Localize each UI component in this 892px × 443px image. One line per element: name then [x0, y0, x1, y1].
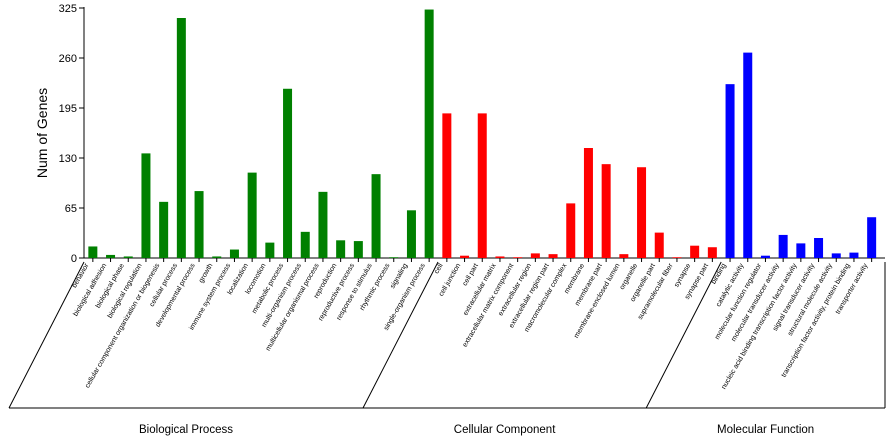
group-left-edge	[8, 261, 85, 409]
bar	[672, 257, 682, 259]
bar	[707, 247, 717, 258]
bar	[460, 255, 470, 258]
y-tick-label: 130	[59, 153, 77, 165]
bar	[229, 249, 239, 258]
bar	[548, 254, 558, 258]
category-label: cell part	[462, 262, 480, 287]
bar	[176, 18, 186, 258]
bar	[831, 253, 841, 258]
bar	[566, 203, 576, 258]
bar	[760, 255, 770, 258]
bar	[194, 191, 204, 258]
category-label: transcription factor activity, protein b…	[781, 262, 852, 378]
bar	[814, 238, 824, 258]
group-frame: Biological Process Cellular Component Mole…	[8, 261, 886, 436]
category-label: extracellular region	[497, 262, 533, 317]
y-tick-label: 195	[59, 103, 77, 115]
bar	[106, 254, 116, 258]
bar	[123, 256, 133, 258]
bar	[619, 254, 629, 258]
y-tick-label: 0	[71, 253, 77, 265]
bar	[725, 84, 735, 259]
bar	[353, 241, 363, 258]
bar	[424, 9, 434, 258]
y-tick-label: 325	[59, 3, 77, 15]
category-label: behavior	[71, 262, 91, 289]
bar	[601, 164, 611, 258]
bar	[406, 210, 416, 258]
y-tick-label: 260	[59, 53, 77, 65]
bar	[690, 245, 700, 258]
category-label: cell	[433, 262, 445, 275]
bar	[583, 148, 593, 258]
bar	[495, 256, 505, 258]
category-label: transporter activity	[835, 262, 870, 315]
bar	[318, 191, 328, 258]
y-axis-title: Num of Genes	[34, 88, 50, 178]
group-title: Biological Process	[139, 424, 233, 436]
category-label: growth	[198, 262, 215, 284]
group-separator	[645, 261, 722, 409]
bar	[247, 172, 257, 258]
bar	[442, 113, 452, 258]
bar	[743, 52, 753, 258]
category-label: extracellular matrix	[462, 262, 498, 317]
category-label: supramolecular fiber	[637, 262, 675, 321]
bar	[654, 232, 664, 258]
bar	[283, 88, 293, 259]
bar	[849, 252, 859, 258]
bar	[778, 234, 788, 258]
bar	[513, 257, 523, 259]
group-separator	[362, 261, 439, 409]
bar	[796, 243, 806, 258]
category-label: synapse	[673, 262, 692, 288]
bar	[389, 257, 399, 259]
bar	[336, 240, 346, 258]
group-title: Cellular Component	[454, 424, 556, 436]
group-title: Molecular Function	[717, 424, 814, 436]
bar	[141, 153, 151, 258]
bar	[212, 256, 222, 258]
bars	[88, 9, 877, 259]
bar	[159, 201, 169, 258]
bar	[637, 167, 647, 258]
bar	[265, 242, 275, 258]
y-tick-label: 65	[65, 203, 77, 215]
bar	[530, 253, 540, 258]
bar	[867, 217, 877, 258]
bar	[371, 174, 381, 258]
bar	[477, 113, 487, 258]
bar	[300, 231, 310, 258]
bar	[88, 246, 98, 258]
